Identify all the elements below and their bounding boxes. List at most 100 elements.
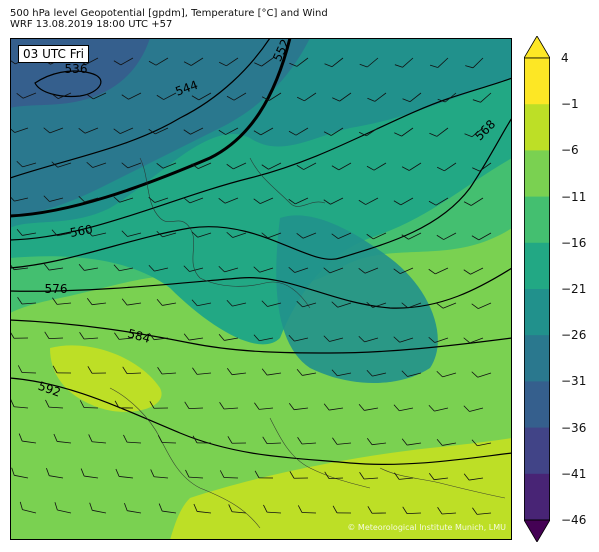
wind-barb bbox=[156, 162, 177, 169]
wind-barb bbox=[366, 301, 387, 308]
contour-552 bbox=[10, 38, 292, 218]
wind-barb bbox=[45, 399, 64, 409]
wind-barb bbox=[323, 403, 344, 411]
wind-barb bbox=[17, 365, 37, 374]
colorbar-segment bbox=[524, 58, 550, 105]
wind-barb bbox=[218, 333, 239, 341]
wind-barb bbox=[366, 369, 387, 377]
wind-barb bbox=[43, 263, 64, 271]
wind-barb bbox=[148, 264, 169, 272]
wind-barb bbox=[436, 302, 457, 309]
wind-barb bbox=[10, 194, 29, 202]
wind-barb bbox=[193, 503, 212, 514]
colorbar-extend-min bbox=[523, 519, 551, 543]
map-frame bbox=[10, 38, 512, 540]
wind-barb-layer bbox=[10, 57, 492, 515]
wind-barb bbox=[394, 472, 414, 480]
wind-barb bbox=[183, 265, 204, 272]
contour-560-a bbox=[10, 77, 512, 241]
temperature-colorbar bbox=[523, 35, 554, 543]
wind-barb bbox=[464, 127, 484, 138]
wind-barb bbox=[51, 92, 72, 99]
colorbar-segment bbox=[524, 289, 550, 336]
wind-barb bbox=[394, 127, 414, 137]
wind-barb bbox=[86, 161, 107, 168]
contour-label-560: 560 bbox=[69, 222, 94, 240]
figure-subtitle: WRF 13.08.2019 18:00 UTC +57 bbox=[10, 19, 173, 30]
wind-barb bbox=[471, 302, 492, 309]
wind-barb bbox=[401, 370, 422, 377]
wind-barb bbox=[253, 127, 274, 136]
wind-barb bbox=[288, 127, 309, 136]
wind-barb bbox=[89, 502, 107, 514]
wind-barb bbox=[18, 433, 37, 444]
wind-barb bbox=[191, 231, 212, 238]
colorbar-tick-label: −11 bbox=[561, 189, 587, 204]
colorbar-frame bbox=[524, 57, 551, 521]
wind-barb bbox=[366, 162, 387, 171]
wind-barb bbox=[254, 470, 274, 479]
wind-barb bbox=[463, 197, 484, 206]
wind-barb bbox=[218, 57, 239, 67]
colorbar-tick-label: −26 bbox=[561, 328, 587, 343]
wind-barb bbox=[331, 162, 352, 171]
wind-barb bbox=[150, 469, 169, 479]
wind-barb bbox=[401, 438, 422, 446]
wind-barb bbox=[254, 402, 274, 410]
wind-barb bbox=[121, 230, 142, 237]
wind-barb bbox=[288, 197, 309, 205]
wind-barb bbox=[52, 365, 72, 374]
wind-barb bbox=[156, 92, 177, 100]
wind-barb bbox=[157, 435, 177, 444]
wind-barb bbox=[296, 368, 317, 376]
wind-barb bbox=[121, 92, 142, 100]
wind-barb bbox=[124, 502, 142, 514]
wind-barb bbox=[183, 197, 204, 204]
wind-barb bbox=[393, 404, 414, 412]
wind-barb bbox=[393, 197, 414, 206]
wind-barb bbox=[358, 335, 379, 343]
wind-barb bbox=[156, 230, 177, 238]
wind-barb bbox=[10, 126, 29, 133]
wind-barb bbox=[253, 334, 274, 342]
wind-barb bbox=[122, 366, 142, 375]
forecast-time-label: 03 UTC Fri bbox=[18, 45, 89, 63]
wind-barb bbox=[79, 332, 99, 340]
wind-barb bbox=[394, 57, 414, 68]
map-panel: 536 544 552 560 568 576 584 592 03 UTC Fri © Me… bbox=[10, 38, 512, 540]
wind-barb bbox=[332, 505, 352, 514]
wind-barb bbox=[323, 127, 344, 136]
wind-barb bbox=[86, 92, 107, 100]
contour-592 bbox=[10, 377, 512, 465]
wind-barb bbox=[471, 232, 492, 241]
wind-barb bbox=[401, 302, 422, 309]
wind-barb bbox=[157, 367, 177, 375]
wind-barb bbox=[46, 467, 64, 479]
geopotential-contours bbox=[10, 38, 512, 465]
wind-barb bbox=[429, 57, 449, 68]
wind-barb bbox=[289, 471, 309, 479]
wind-barb bbox=[358, 267, 379, 274]
colorbar-segment bbox=[524, 104, 550, 151]
wind-barb bbox=[393, 267, 414, 274]
wind-barb bbox=[358, 197, 379, 205]
wind-barb bbox=[465, 57, 484, 69]
wind-barb bbox=[115, 468, 134, 479]
wind-barb bbox=[16, 160, 37, 168]
wind-barb bbox=[331, 232, 352, 239]
wind-barb bbox=[358, 127, 379, 137]
wind-barb bbox=[324, 57, 344, 68]
colorbar-canvas bbox=[523, 35, 554, 543]
wind-barb bbox=[114, 400, 134, 409]
wind-barb bbox=[51, 229, 72, 237]
wind-barb bbox=[253, 266, 274, 273]
wind-barb bbox=[123, 434, 142, 444]
wind-barb bbox=[183, 127, 204, 135]
contour-label-584: 584 bbox=[126, 326, 152, 345]
colorbar-segment bbox=[524, 427, 550, 475]
wind-barb bbox=[472, 162, 492, 172]
colorbar-tick-label: −46 bbox=[561, 513, 587, 527]
wind-barb bbox=[436, 162, 457, 172]
colorbar-segment bbox=[524, 242, 550, 290]
wind-barb bbox=[148, 196, 169, 203]
